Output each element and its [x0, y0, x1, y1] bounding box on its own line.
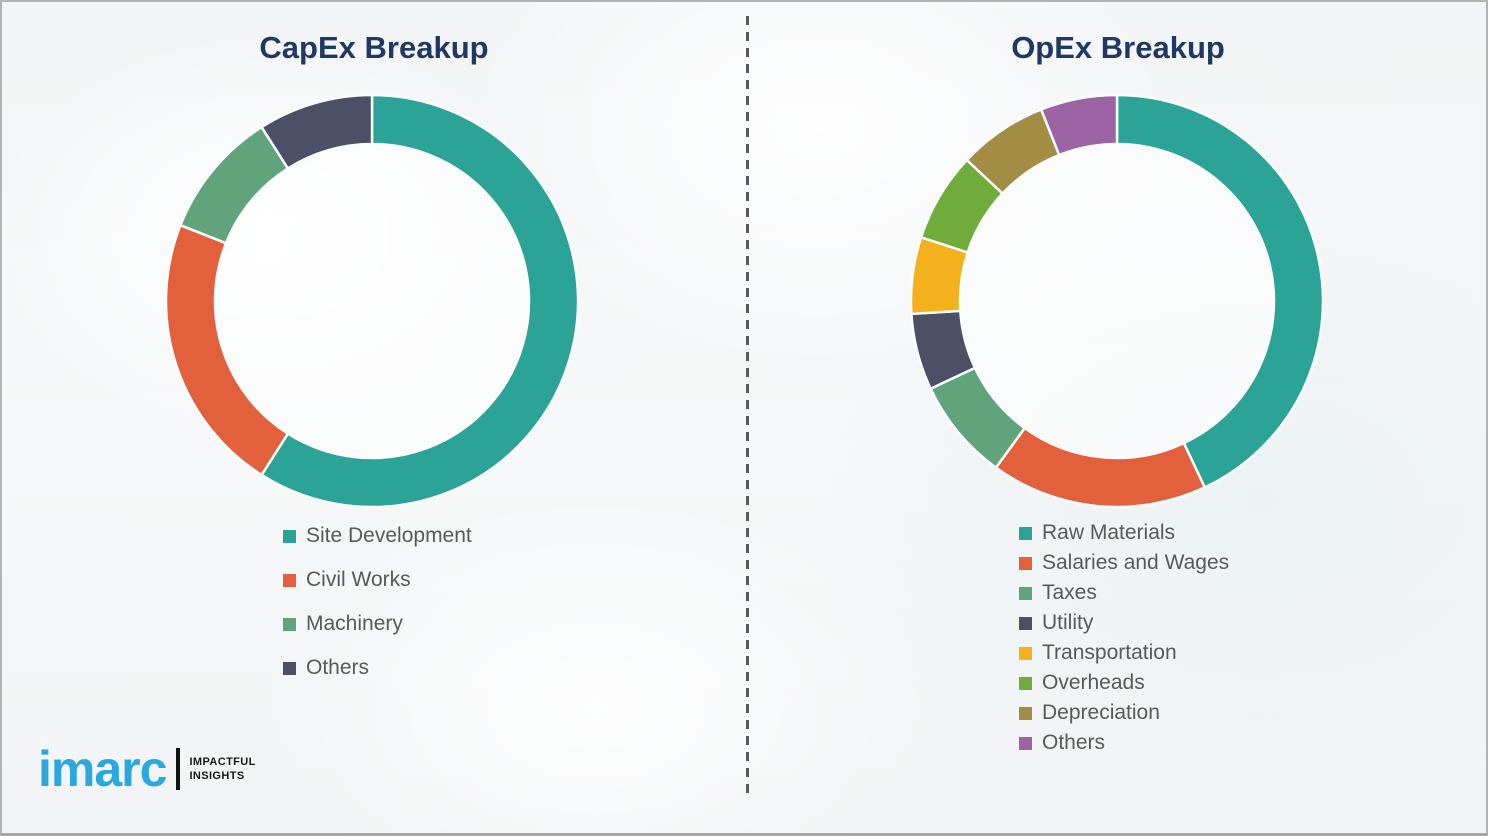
legend-swatch-site-development [283, 529, 296, 543]
legend-item-site-development: Site Development [283, 514, 472, 558]
imarc-logo-wordmark: imarc [38, 741, 167, 797]
legend-label-overheads: Overheads [1042, 671, 1145, 694]
legend-item-machinery: Machinery [283, 602, 472, 646]
legend-item-raw-materials: Raw Materials [1019, 518, 1229, 548]
capex-chart-title: CapEx Breakup [259, 30, 489, 65]
legend-label-salaries-and-wages: Salaries and Wages [1042, 551, 1230, 574]
legend-item-transportation: Transportation [1019, 638, 1229, 668]
legend-item-depreciation: Depreciation [1019, 698, 1229, 728]
legend-swatch-transportation [1019, 646, 1032, 660]
legend-label-civil-works: Civil Works [306, 568, 411, 591]
legend-swatch-others [1019, 736, 1032, 750]
legend-swatch-overheads [1019, 676, 1032, 690]
legend-label-site-development: Site Development [306, 524, 472, 547]
opex-breakup-segment-others [1039, 93, 1119, 157]
legend-item-others: Others [1019, 728, 1229, 758]
legend-swatch-depreciation [1019, 706, 1032, 720]
legend-label-taxes: Taxes [1042, 581, 1097, 604]
opex-breakup-donut-hole [960, 144, 1274, 458]
legend-item-civil-works: Civil Works [283, 558, 472, 602]
capex-panel: CapEx Breakup Site Development Civil Work… [2, 2, 746, 833]
imarc-logo-divider-bar [176, 748, 181, 790]
legend-label-transportation: Transportation [1042, 641, 1177, 664]
legend-item-overheads: Overheads [1019, 668, 1229, 698]
legend-label-raw-materials: Raw Materials [1042, 521, 1176, 544]
capex-donut-chart [164, 93, 580, 509]
legend-swatch-utility [1019, 616, 1032, 630]
imarc-tagline-line2: INSIGHTS [189, 770, 245, 782]
opex-panel: OpEx Breakup Raw Materials Salaries and W… [746, 2, 1486, 833]
legend-item-salaries-and-wages: Salaries and Wages [1019, 548, 1229, 578]
legend-swatch-salaries-and-wages [1019, 556, 1032, 570]
legend-swatch-others [283, 661, 296, 675]
capex-breakup-donut-hole [215, 144, 529, 458]
legend-item-others: Others [283, 646, 472, 690]
opex-chart-title: OpEx Breakup [1011, 30, 1225, 65]
legend-item-taxes: Taxes [1019, 578, 1229, 608]
panel-divider-dashed-line [746, 16, 749, 794]
imarc-tagline-line1: IMPACTFUL [189, 755, 256, 768]
legend-label-machinery: Machinery [306, 612, 403, 635]
opex-legend: Raw Materials Salaries and Wages Taxes Util… [1019, 518, 1229, 758]
legend-swatch-civil-works [283, 573, 296, 587]
legend-label-others: Others [306, 656, 370, 679]
capex-legend: Site Development Civil Works Machinery Othe… [283, 514, 472, 690]
legend-swatch-taxes [1019, 586, 1032, 600]
imarc-logo-tagline: IMPACTFUL INSIGHTS [189, 755, 255, 784]
legend-swatch-machinery [283, 617, 296, 631]
legend-item-utility: Utility [1019, 608, 1229, 638]
legend-label-depreciation: Depreciation [1042, 701, 1160, 724]
legend-label-utility: Utility [1042, 611, 1094, 634]
imarc-logo: imarc IMPACTFUL INSIGHTS [38, 738, 256, 800]
capex-breakup-segment-site-development [260, 93, 580, 509]
opex-donut-chart [909, 93, 1325, 509]
opex-breakup-segment-raw-materials [1115, 93, 1325, 489]
capex-breakup-segment-others [260, 93, 374, 170]
legend-swatch-raw-materials [1019, 526, 1032, 540]
legend-label-others: Others [1042, 731, 1106, 754]
